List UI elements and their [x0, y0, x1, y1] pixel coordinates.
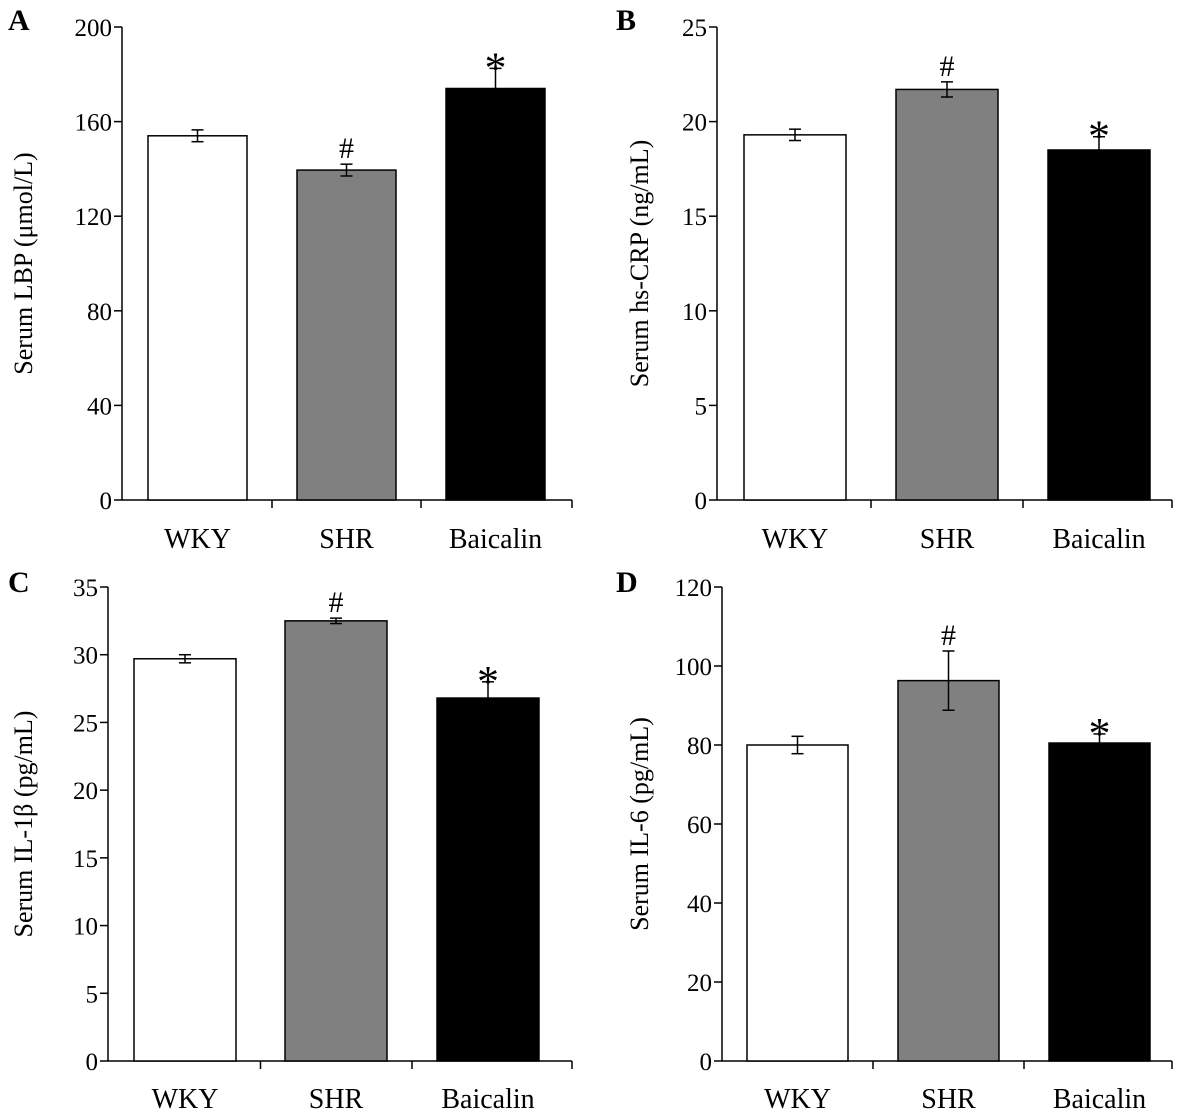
y-tick-label: 40	[87, 393, 112, 420]
bar-wky	[147, 135, 248, 501]
chart-panel-a: A 0 40 80 120 160 200 Serum LBP (μmol/L) WKY # SHR…	[8, 4, 573, 555]
y-tick-label: 100	[675, 654, 713, 681]
significance-marker: *	[1089, 709, 1111, 758]
significance-marker: *	[477, 657, 499, 706]
category-label: SHR	[309, 1084, 364, 1114]
y-axis-title: Serum IL-1β (pg/mL)	[9, 711, 38, 938]
bar-wky	[133, 658, 237, 1062]
bar-shr	[897, 679, 1000, 1062]
bar-shr	[895, 88, 999, 501]
y-tick-label: 25	[73, 710, 98, 737]
y-tick-label: 25	[682, 15, 707, 42]
significance-marker: *	[485, 43, 507, 92]
category-label: SHR	[921, 1084, 976, 1114]
bar-baicalin	[436, 697, 540, 1062]
y-tick-label: 20	[687, 970, 712, 997]
y-tick-label: 40	[687, 891, 712, 918]
y-tick-label: 60	[687, 812, 712, 839]
category-label: Baicalin	[441, 1084, 534, 1114]
category-label: Baicalin	[1053, 1084, 1146, 1114]
y-tick-label: 200	[75, 15, 113, 42]
bar-wky	[746, 744, 849, 1062]
y-tick-label: 120	[675, 575, 713, 602]
y-tick-label: 10	[73, 914, 98, 941]
bar-baicalin	[445, 87, 546, 501]
y-axis-title: Serum LBP (μmol/L)	[9, 152, 38, 374]
category-label: WKY	[164, 524, 231, 555]
y-tick-label: 15	[73, 846, 98, 873]
category-label: WKY	[764, 1084, 831, 1114]
y-tick-label: 0	[100, 488, 113, 515]
significance-marker: #	[329, 586, 344, 619]
category-label: WKY	[152, 1084, 219, 1114]
panel-letter: B	[616, 4, 636, 37]
y-axis-title: Serum IL-6 (pg/mL)	[625, 717, 654, 931]
significance-marker: *	[1088, 112, 1110, 161]
y-tick-label: 80	[687, 733, 712, 760]
y-tick-label: 10	[682, 299, 707, 326]
significance-marker: #	[339, 132, 354, 165]
panel-letter: D	[616, 566, 638, 599]
y-axis-title: Serum hs-CRP (ng/mL)	[625, 140, 654, 387]
chart-panel-b: B 0 5 10 15 20 25 Serum hs-CRP (ng/mL) WKY # SHR * B…	[616, 4, 1173, 555]
category-label: WKY	[762, 524, 829, 555]
bar-shr	[284, 620, 388, 1062]
significance-marker: #	[941, 619, 956, 652]
significance-marker: #	[940, 50, 955, 83]
category-label: SHR	[319, 524, 374, 555]
y-tick-label: 0	[86, 1049, 99, 1076]
chart-panel-d: D 0 20 40 60 80 100 120 Serum IL-6 (pg/mL) WKY # SH…	[616, 566, 1173, 1114]
bar-shr	[296, 169, 397, 501]
y-tick-label: 0	[700, 1049, 713, 1076]
panel-letter: C	[8, 566, 30, 599]
y-tick-label: 80	[87, 299, 112, 326]
y-tick-label: 0	[695, 488, 708, 515]
y-tick-label: 120	[75, 204, 113, 231]
y-tick-label: 20	[682, 110, 707, 137]
y-tick-label: 30	[73, 643, 98, 670]
panel-letter: A	[8, 4, 30, 37]
y-tick-label: 160	[75, 110, 113, 137]
bar-baicalin	[1048, 742, 1151, 1062]
category-label: Baicalin	[449, 524, 542, 555]
bar-baicalin	[1047, 149, 1151, 501]
bar-wky	[743, 134, 847, 501]
y-tick-label: 15	[682, 204, 707, 231]
y-tick-label: 5	[695, 393, 708, 420]
category-label: Baicalin	[1052, 524, 1145, 555]
chart-panel-c: C 0 5 10 15 20 25 30 35 Serum IL-1β (pg/mL) WKY # SH…	[8, 566, 573, 1114]
y-tick-label: 5	[86, 981, 99, 1008]
y-tick-label: 35	[73, 575, 98, 602]
category-label: SHR	[920, 524, 975, 555]
y-tick-label: 20	[73, 778, 98, 805]
